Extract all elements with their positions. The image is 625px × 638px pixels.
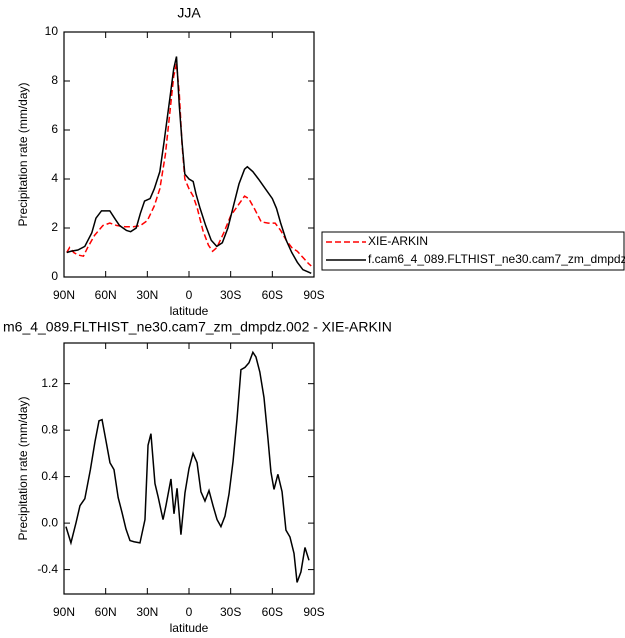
data-line: [65, 350, 310, 583]
chart-title: m6_4_089.FLTHIST_ne30.cam7_zm_dmpdz.002 …: [3, 319, 392, 335]
x-tick-label: 30N: [136, 288, 158, 302]
x-tick-label: 90S: [303, 288, 324, 302]
y-tick-label: 0.8: [41, 422, 58, 436]
x-tick-label: 0: [186, 288, 193, 302]
y-tick-label: 0: [51, 269, 58, 283]
y-axis-label: Precipitation rate (mm/day): [16, 396, 30, 540]
y-tick-label: 0.0: [41, 515, 58, 529]
legend-label: f.cam6_4_089.FLTHIST_ne30.cam7_zm_dmpdz.…: [368, 252, 625, 266]
legend-box: [321, 231, 625, 271]
y-tick-label: -0.4: [37, 562, 58, 576]
x-tick-label: 90N: [53, 605, 75, 619]
y-tick-label: 10: [45, 24, 59, 38]
legend-label: XIE-ARKIN: [368, 234, 428, 248]
x-tick-label: 60N: [95, 605, 117, 619]
y-tick-label: 1.2: [41, 376, 58, 390]
y-tick-label: 0.4: [41, 469, 58, 483]
data-line: [66, 56, 312, 275]
x-axis-label: latitude: [170, 621, 209, 635]
x-tick-label: 60S: [262, 288, 283, 302]
x-tick-label: 60S: [262, 605, 283, 619]
y-tick-label: 4: [51, 171, 58, 185]
x-tick-label: 30S: [220, 605, 241, 619]
plot-frame: [63, 31, 315, 278]
x-tick-label: 30S: [220, 288, 241, 302]
chart-title: JJA: [177, 5, 201, 21]
x-tick-label: 30N: [136, 605, 158, 619]
plot-frame: [63, 342, 315, 595]
x-tick-label: 0: [186, 605, 193, 619]
x-axis-label: latitude: [170, 304, 209, 318]
y-tick-label: 2: [51, 220, 58, 234]
y-tick-label: 6: [51, 122, 58, 136]
x-tick-label: 90S: [303, 605, 324, 619]
y-axis-label: Precipitation rate (mm/day): [16, 82, 30, 226]
x-tick-label: 90N: [53, 288, 75, 302]
y-tick-label: 8: [51, 73, 58, 87]
x-tick-label: 60N: [95, 288, 117, 302]
data-line: [66, 63, 312, 267]
